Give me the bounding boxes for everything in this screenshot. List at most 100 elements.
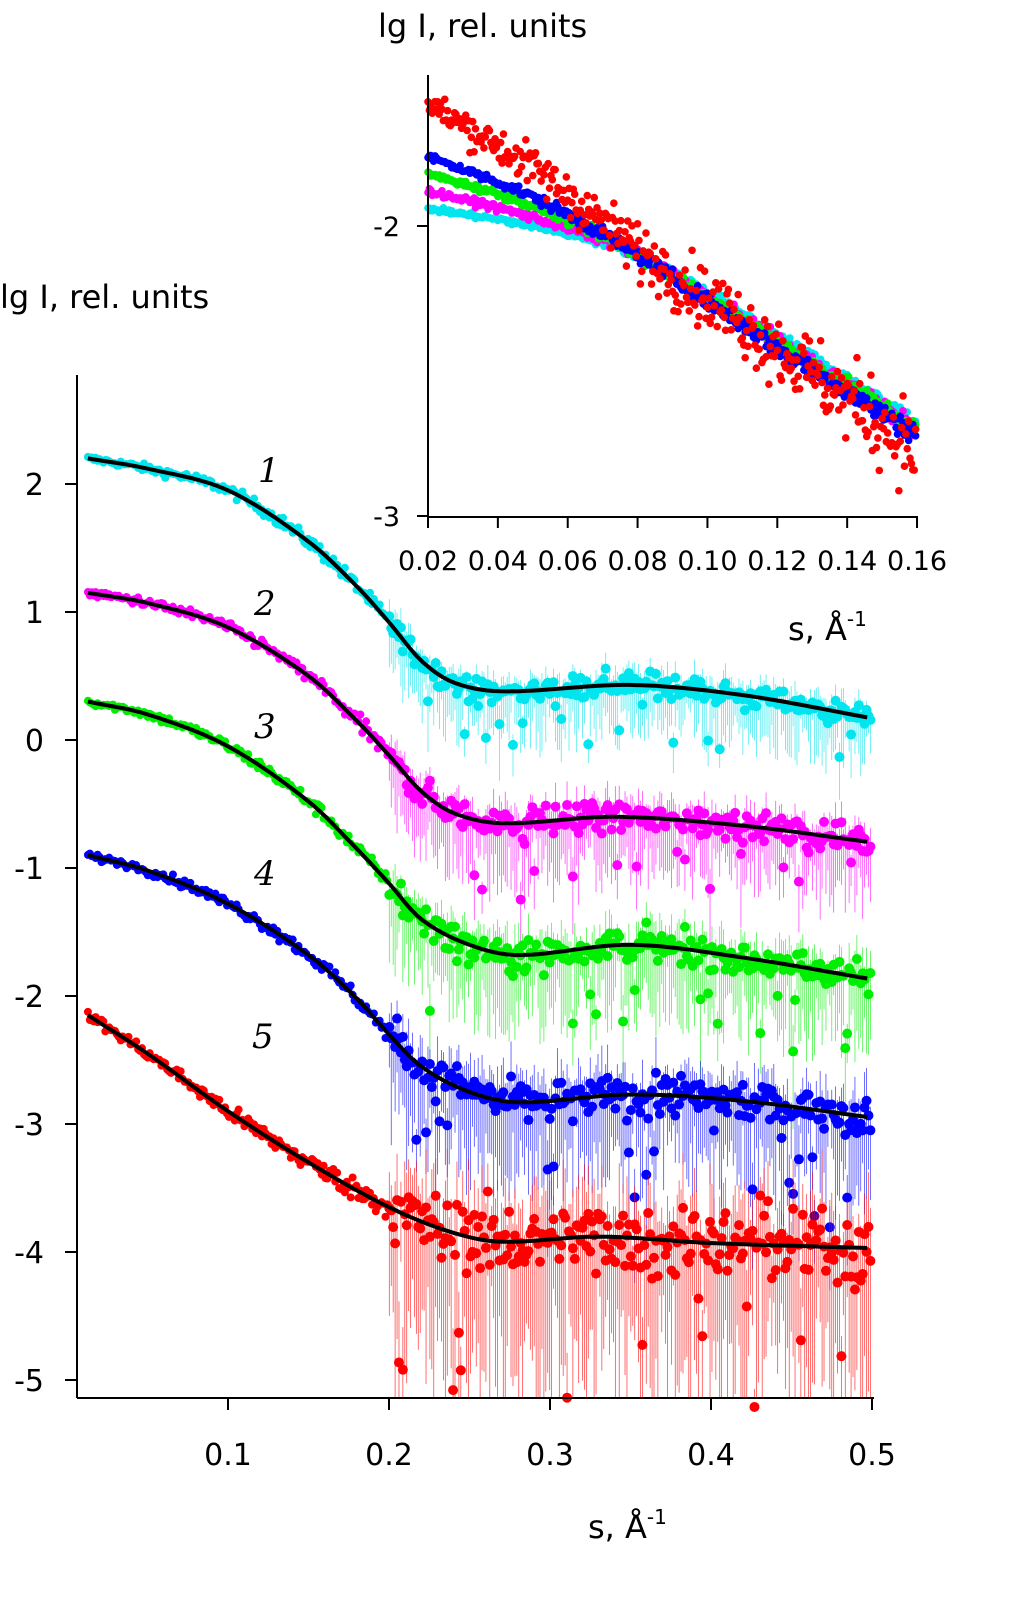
inset-data-point (542, 195, 551, 204)
data-point (745, 1233, 756, 1244)
inset-data-point (779, 336, 787, 345)
data-point (498, 1087, 509, 1098)
data-point (401, 1220, 412, 1231)
data-point (486, 1086, 497, 1097)
data-point (397, 1364, 408, 1375)
data-point (836, 1351, 847, 1362)
inset-data-point (714, 285, 723, 293)
data-point (455, 1365, 466, 1376)
data-point (411, 1134, 422, 1145)
inset-data-point (528, 171, 537, 180)
data-point (759, 1210, 770, 1221)
data-point (703, 824, 714, 835)
data-point (430, 1190, 441, 1201)
data-point (234, 1105, 243, 1114)
data-point (579, 956, 590, 967)
data-point (521, 962, 532, 973)
data-point (631, 1224, 642, 1235)
data-point (714, 1249, 725, 1260)
data-point (567, 1243, 578, 1254)
data-point (739, 705, 750, 716)
main-y-label: lg I, rel. units (0, 278, 209, 316)
data-point (529, 1213, 540, 1224)
data-point (366, 588, 375, 597)
inset-data-point (485, 126, 494, 135)
data-point (674, 1099, 685, 1110)
inset-data-point (749, 321, 758, 330)
data-point (865, 967, 876, 978)
inset-data-point (707, 313, 716, 321)
data-point (461, 1268, 472, 1279)
data-point (861, 1095, 872, 1106)
inset-data-point (510, 152, 519, 161)
fit-curve-3 (87, 699, 868, 981)
data-point (795, 1335, 806, 1346)
data-point (444, 943, 455, 954)
data-point (421, 904, 432, 915)
data-point (583, 739, 594, 750)
data-point (550, 801, 561, 812)
inset-data-point (755, 345, 763, 353)
data-point (511, 962, 522, 973)
inset-data-point (804, 355, 812, 364)
data-point (735, 848, 746, 859)
inset-data-point (642, 229, 650, 237)
inset-data-point (862, 394, 871, 402)
data-point (761, 684, 772, 695)
inset-data-point (562, 173, 571, 181)
data-point (388, 1222, 399, 1233)
data-point (708, 1125, 719, 1136)
data-point (478, 935, 489, 946)
inset-data-point (596, 209, 604, 217)
inset-data-point (719, 279, 727, 288)
data-point (438, 1062, 449, 1073)
inset-data-point (727, 326, 735, 334)
data-point (790, 995, 801, 1006)
data-point (515, 894, 526, 905)
data-point (842, 1220, 853, 1231)
data-point (708, 1228, 719, 1239)
data-point (473, 701, 484, 712)
data-point (507, 971, 518, 982)
data-point (569, 1253, 580, 1264)
data-point (362, 717, 371, 726)
data-point (567, 1018, 578, 1029)
y-tick-label: -3 (14, 1108, 44, 1143)
data-point (749, 1401, 760, 1412)
data-point (734, 1220, 745, 1231)
inset-series-red-points (424, 95, 920, 495)
inset-data-point (709, 288, 717, 296)
data-point (627, 1260, 638, 1271)
data-point (697, 1331, 708, 1342)
data-point (853, 700, 864, 711)
data-point (797, 948, 808, 959)
inset-data-point (505, 160, 513, 168)
data-point (83, 1007, 92, 1016)
inset-data-point (763, 322, 772, 331)
inset-data-point (693, 322, 702, 330)
data-point (693, 1103, 704, 1114)
data-point (677, 1202, 688, 1213)
data-point (531, 939, 542, 950)
data-point (755, 827, 766, 838)
data-point (540, 800, 551, 811)
inset-data-point (762, 352, 770, 361)
data-point (670, 672, 681, 683)
data-point (602, 1072, 613, 1083)
data-point (755, 1190, 766, 1201)
data-point (395, 878, 406, 889)
data-point (826, 1099, 837, 1110)
data-point (504, 1206, 515, 1217)
data-point (598, 674, 609, 685)
data-point (469, 870, 480, 881)
data-point (778, 862, 789, 873)
data-point (421, 1202, 432, 1213)
data-point (712, 1264, 723, 1275)
data-point (631, 861, 642, 872)
data-point (722, 1265, 733, 1276)
data-point (442, 1120, 453, 1131)
inset-data-point (517, 162, 526, 171)
data-point (296, 1161, 305, 1170)
data-point (482, 1186, 493, 1197)
inset-data-point (675, 271, 684, 279)
